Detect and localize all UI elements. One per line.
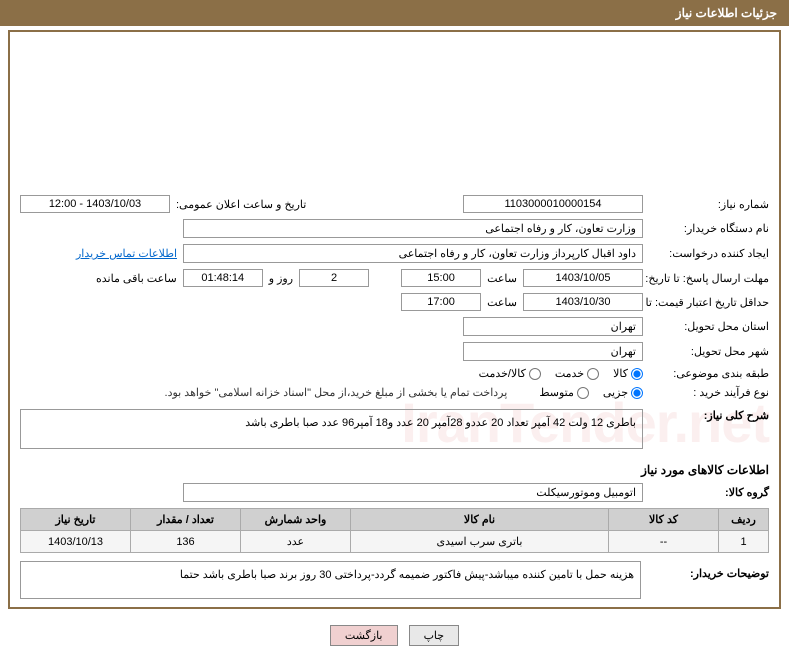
province-value: تهران [463,317,643,336]
radio-small-input[interactable] [631,387,643,399]
row-need-number: شماره نیاز: 1103000010000154 تاریخ و ساع… [20,195,769,213]
radio-goods-service[interactable]: کالا/خدمت [479,367,541,380]
response-time: 15:00 [401,269,481,287]
buyer-notes-label: توضیحات خریدار: [649,561,769,580]
radio-service-input[interactable] [587,368,599,380]
row-process: نوع فرآیند خرید : جزیی متوسط پرداخت تمام… [20,386,769,399]
row-city: شهر محل تحویل: تهران [20,342,769,361]
response-date: 1403/10/05 [523,269,643,287]
main-panel: IranTender.net شماره نیاز: 1103000010000… [8,30,781,609]
page-title: جزئیات اطلاعات نیاز [676,6,777,20]
requester-value: داود اقبال کارپرداز وزارت تعاون، کار و ر… [183,244,643,263]
table-cell-date: 1403/10/13 [21,531,131,553]
page-header: جزئیات اطلاعات نیاز [0,0,789,26]
city-label: شهر محل تحویل: [649,345,769,358]
time-label-2: ساعت [487,296,517,309]
group-value: اتومبیل وموتورسیکلت [183,483,643,502]
radio-goods-label: کالا [613,367,628,380]
row-requester: ایجاد کننده درخواست: داود اقبال کارپرداز… [20,244,769,263]
th-row: ردیف [719,509,769,531]
payment-note: پرداخت تمام یا بخشی از مبلغ خرید،از محل … [165,386,508,399]
desc-label: شرح کلی نیاز: [649,409,769,422]
radio-small[interactable]: جزیی [603,386,643,399]
buyer-org-value: وزارت تعاون، کار و رفاه اجتماعی [183,219,643,238]
time-label-1: ساعت [487,272,517,285]
process-label: نوع فرآیند خرید : [649,386,769,399]
table-cell-unit: عدد [241,531,351,553]
group-label: گروه کالا: [649,486,769,499]
button-bar: چاپ بازگشت [0,613,789,652]
category-label: طبقه بندی موضوعی: [649,367,769,380]
buyer-notes-value: هزینه حمل با تامین کننده میباشد-پیش فاکت… [20,561,641,599]
days-and-label: روز و [269,272,293,285]
row-buyer-notes: توضیحات خریدار: هزینه حمل با تامین کننده… [20,561,769,599]
requester-label: ایجاد کننده درخواست: [649,247,769,260]
table-cell-row: 1 [719,531,769,553]
validity-time: 17:00 [401,293,481,311]
response-deadline-label: مهلت ارسال پاسخ: تا تاریخ: [649,272,769,285]
province-label: استان محل تحویل: [649,320,769,333]
days-value: 2 [299,269,369,287]
need-number-label: شماره نیاز: [649,198,769,211]
th-qty: تعداد / مقدار [131,509,241,531]
buyer-org-label: نام دستگاه خریدار: [649,222,769,235]
th-code: کد کالا [609,509,719,531]
radio-medium-label: متوسط [539,386,574,399]
table-header-row: ردیف کد کالا نام کالا واحد شمارش تعداد /… [21,509,769,531]
city-value: تهران [463,342,643,361]
countdown: 01:48:14 [183,269,263,287]
table-row: 1--باتری سرب اسیدیعدد1361403/10/13 [21,531,769,553]
desc-value: باطری 12 ولت 42 آمپر تعداد 20 عددو 28آمپ… [20,409,643,449]
row-province: استان محل تحویل: تهران [20,317,769,336]
remaining-label: ساعت باقی مانده [96,272,177,285]
need-number-value: 1103000010000154 [463,195,643,213]
row-description: شرح کلی نیاز: باطری 12 ولت 42 آمپر تعداد… [20,409,769,453]
row-response-deadline: مهلت ارسال پاسخ: تا تاریخ: 1403/10/05 سا… [20,269,769,287]
row-buyer-org: نام دستگاه خریدار: وزارت تعاون، کار و رف… [20,219,769,238]
announce-value: 1403/10/03 - 12:00 [20,195,170,213]
th-unit: واحد شمارش [241,509,351,531]
table-cell-code: -- [609,531,719,553]
radio-goods[interactable]: کالا [613,367,643,380]
table-cell-qty: 136 [131,531,241,553]
back-button[interactable]: بازگشت [330,625,398,646]
row-group: گروه کالا: اتومبیل وموتورسیکلت [20,483,769,502]
radio-goods-input[interactable] [631,368,643,380]
radio-service-label: خدمت [555,367,584,380]
goods-info-title: اطلاعات کالاهای مورد نیاز [20,463,769,477]
radio-service[interactable]: خدمت [555,367,599,380]
th-name: نام کالا [351,509,609,531]
print-button[interactable]: چاپ [409,625,460,646]
radio-small-label: جزیی [603,386,628,399]
radio-goods-service-input[interactable] [529,368,541,380]
contact-buyer-link[interactable]: اطلاعات تماس خریدار [76,247,177,260]
radio-medium[interactable]: متوسط [539,386,589,399]
validity-label: حداقل تاریخ اعتبار قیمت: تا تاریخ: [649,296,769,309]
process-radio-group: جزیی متوسط [539,386,643,399]
validity-date: 1403/10/30 [523,293,643,311]
radio-medium-input[interactable] [577,387,589,399]
th-date: تاریخ نیاز [21,509,131,531]
category-radio-group: کالا خدمت کالا/خدمت [479,367,643,380]
radio-goods-service-label: کالا/خدمت [479,367,526,380]
row-validity: حداقل تاریخ اعتبار قیمت: تا تاریخ: 1403/… [20,293,769,311]
table-cell-name: باتری سرب اسیدی [351,531,609,553]
announce-label: تاریخ و ساعت اعلان عمومی: [176,198,306,211]
row-category: طبقه بندی موضوعی: کالا خدمت کالا/خدمت [20,367,769,380]
goods-table: ردیف کد کالا نام کالا واحد شمارش تعداد /… [20,508,769,553]
